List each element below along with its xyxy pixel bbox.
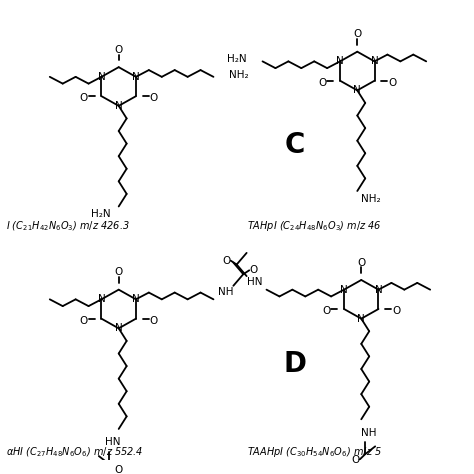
- Text: NH₂: NH₂: [229, 70, 249, 80]
- Text: O: O: [249, 265, 257, 275]
- Text: I (C$_{21}$H$_{42}$N$_{6}$O$_{3}$) $m/z$ 426.3: I (C$_{21}$H$_{42}$N$_{6}$O$_{3}$) $m/z$…: [6, 219, 130, 233]
- Text: N: N: [132, 72, 140, 82]
- Text: O: O: [357, 257, 365, 267]
- Text: N: N: [371, 56, 378, 66]
- Text: O: O: [388, 78, 397, 88]
- Text: N: N: [115, 323, 123, 333]
- Text: O: O: [150, 316, 158, 326]
- Text: N: N: [98, 72, 105, 82]
- Text: TAHpI (C$_{24}$H$_{48}$N$_{6}$O$_{3}$) $m/z$ 46: TAHpI (C$_{24}$H$_{48}$N$_{6}$O$_{3}$) $…: [247, 219, 382, 233]
- Text: O: O: [351, 455, 359, 465]
- Text: $\alpha$HI (C$_{27}$H$_{48}$N$_{6}$O$_{6}$) $m/z$ 552.4: $\alpha$HI (C$_{27}$H$_{48}$N$_{6}$O$_{6…: [6, 446, 144, 459]
- Text: NH: NH: [218, 287, 233, 297]
- Text: O: O: [80, 93, 88, 103]
- Text: N: N: [357, 314, 365, 324]
- Text: C: C: [284, 130, 305, 159]
- Text: O: O: [318, 78, 326, 88]
- Text: HN: HN: [247, 277, 262, 287]
- Text: H₂N: H₂N: [227, 55, 246, 64]
- Text: N: N: [374, 285, 383, 295]
- Text: N: N: [354, 85, 361, 95]
- Text: NH₂: NH₂: [361, 194, 381, 204]
- Text: O: O: [115, 267, 123, 277]
- Text: O: O: [80, 316, 88, 326]
- Text: O: O: [223, 255, 231, 265]
- Text: N: N: [132, 294, 140, 304]
- Text: O: O: [115, 45, 123, 55]
- Text: NH: NH: [362, 428, 377, 438]
- Text: O: O: [392, 306, 401, 316]
- Text: O: O: [322, 306, 330, 316]
- Text: D: D: [283, 350, 306, 378]
- Text: O: O: [115, 465, 123, 474]
- Text: N: N: [336, 56, 344, 66]
- Text: O: O: [353, 29, 361, 39]
- Text: TAAHpI (C$_{30}$H$_{54}$N$_{6}$O$_{6}$) $m/z$ 5: TAAHpI (C$_{30}$H$_{54}$N$_{6}$O$_{6}$) …: [247, 445, 382, 459]
- Text: O: O: [150, 93, 158, 103]
- Text: H₂N: H₂N: [91, 209, 110, 219]
- Text: N: N: [115, 101, 123, 111]
- Text: HN: HN: [105, 438, 120, 447]
- Text: N: N: [98, 294, 105, 304]
- Text: N: N: [340, 285, 348, 295]
